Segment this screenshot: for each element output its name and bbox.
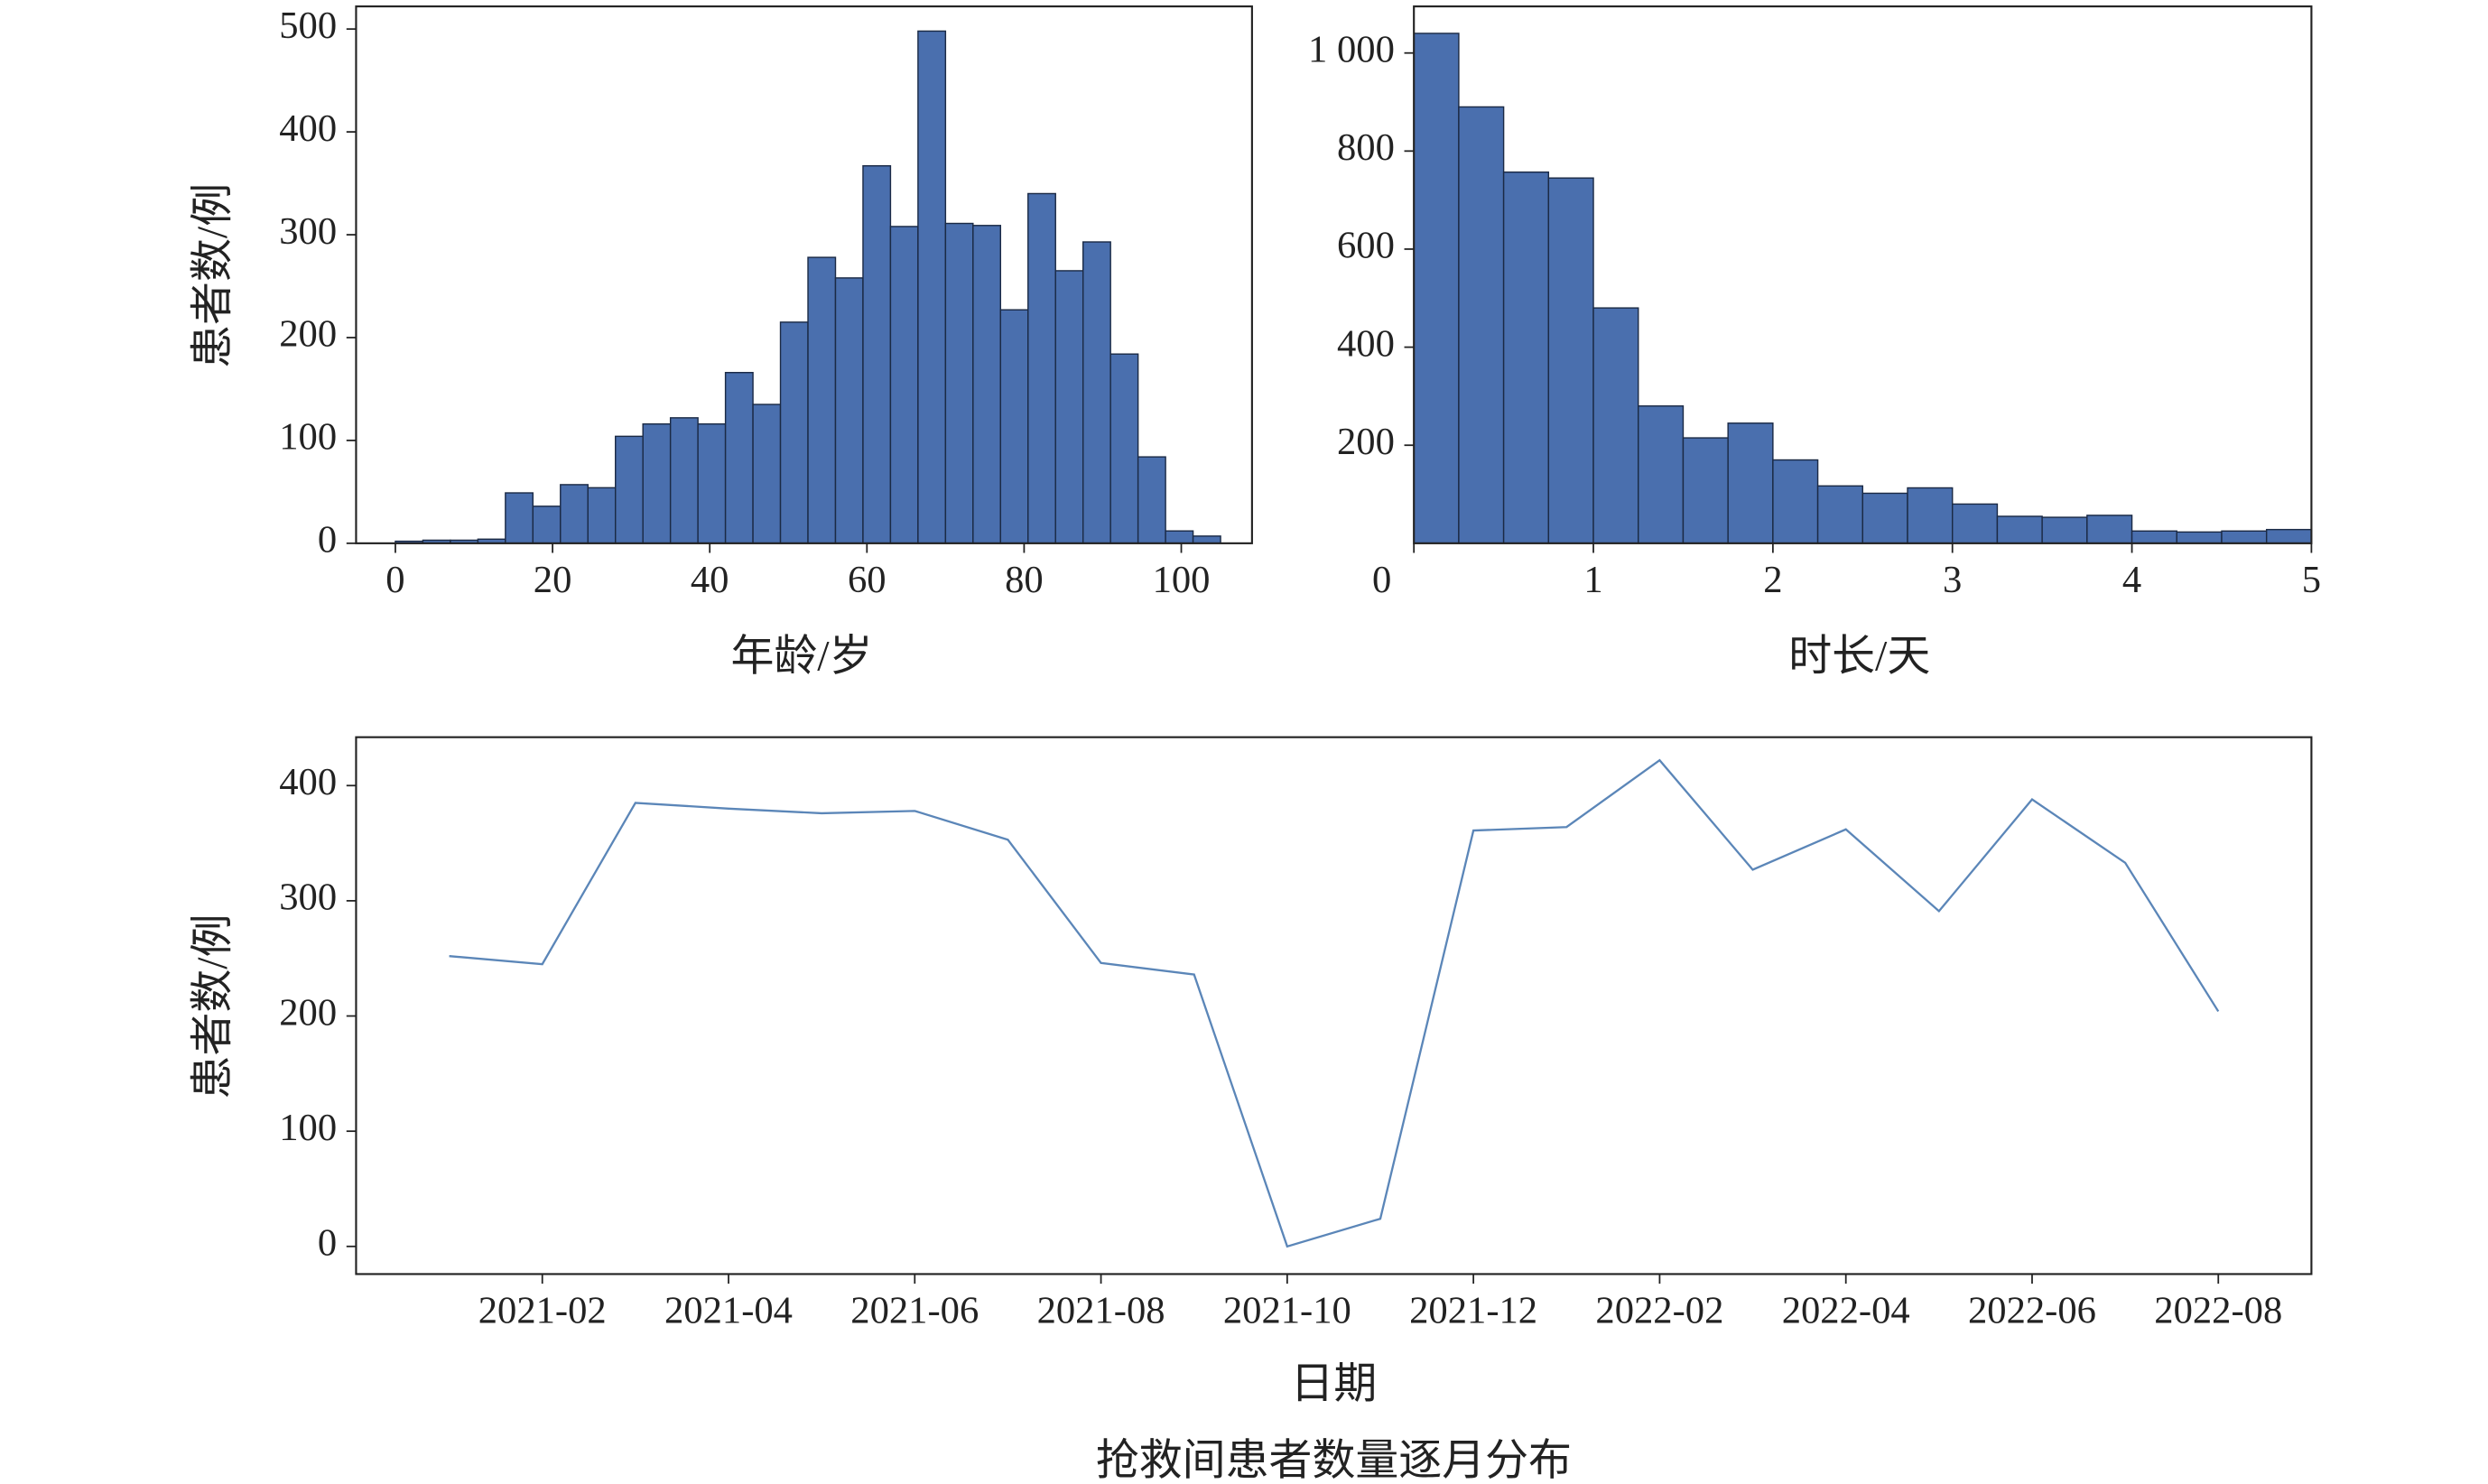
bar (560, 484, 589, 544)
bar (1413, 32, 1460, 544)
bar (697, 422, 727, 544)
plot-frame (355, 736, 2313, 1275)
x-tick-label: 0 (1372, 559, 1391, 601)
x-tick-label: 2021-04 (664, 1290, 793, 1332)
x-tick-label: 2021-08 (1037, 1290, 1165, 1332)
plot-frame (355, 5, 1253, 544)
y-tick-label: 800 (1337, 126, 1395, 169)
x-tick-label: 80 (1005, 559, 1044, 601)
bar (1996, 515, 2043, 544)
bar (2041, 516, 2088, 544)
bar (862, 164, 892, 544)
x-tick-label: 2022-04 (1782, 1290, 1910, 1332)
y-tick-label: 400 (1337, 322, 1395, 365)
x-tick-label: 1 (1583, 559, 1602, 601)
x-tick-label: 2021-12 (1409, 1290, 1537, 1332)
bar (642, 422, 672, 544)
bar (1027, 192, 1056, 544)
x-tick-label: 2021-10 (1223, 1290, 1351, 1332)
bar (505, 492, 534, 544)
bar (1592, 307, 1639, 544)
y-tick-label: 100 (279, 1107, 337, 1149)
x-tick-label: 60 (848, 559, 887, 601)
bar (1165, 530, 1194, 544)
bar (532, 505, 562, 544)
bar (2176, 531, 2223, 544)
y-tick-label: 1 000 (1308, 28, 1395, 70)
bar (615, 435, 644, 544)
y-tick-label: 0 (318, 519, 337, 561)
bar (1458, 106, 1505, 544)
bar (1727, 422, 1774, 544)
bar (1137, 456, 1166, 544)
bar (724, 372, 754, 544)
bar (999, 309, 1029, 544)
bar (1109, 353, 1139, 544)
y-tick-label: 200 (1337, 421, 1395, 463)
bar (889, 226, 919, 544)
x-axis-label: 时长/天 (1788, 632, 1930, 680)
bar (2086, 515, 2133, 544)
bar (779, 321, 809, 544)
y-tick-label: 100 (279, 416, 337, 459)
y-tick-label: 0 (318, 1222, 337, 1265)
bar (1861, 492, 1908, 544)
bar (944, 222, 974, 544)
bar (752, 403, 782, 544)
bar (1816, 485, 1864, 544)
x-tick-label: 5 (2302, 559, 2321, 601)
x-tick-label: 2022-08 (2154, 1290, 2282, 1332)
bar (807, 256, 837, 544)
bar (1054, 270, 1084, 544)
bar (1907, 487, 1954, 544)
bar (2265, 528, 2313, 544)
y-tick-label: 400 (279, 761, 337, 803)
x-tick-label: 100 (1153, 559, 1211, 601)
bar (1547, 177, 1594, 544)
plot-frame (1413, 5, 2313, 544)
x-tick-label: 2021-02 (478, 1290, 607, 1332)
y-tick-label: 400 (279, 107, 337, 150)
bar (917, 30, 947, 544)
x-tick-label: 2022-06 (1968, 1290, 2096, 1332)
line-series (449, 758, 2220, 1248)
bar (1082, 241, 1111, 544)
y-tick-label: 300 (279, 876, 337, 919)
x-axis-label: 年龄/岁 (730, 632, 872, 680)
caption: 抢救间患者数量逐月分布 (1096, 1437, 1572, 1484)
bar (1192, 535, 1221, 544)
x-tick-label: 3 (1943, 559, 1962, 601)
bar (2131, 530, 2177, 544)
bar (1772, 459, 1819, 544)
bar (2221, 530, 2268, 544)
y-tick-label: 300 (279, 210, 337, 253)
x-tick-label: 20 (534, 559, 572, 601)
y-tick-label: 500 (279, 5, 337, 47)
bar (669, 417, 699, 544)
x-tick-label: 2022-02 (1595, 1290, 1723, 1332)
x-tick-label: 4 (2122, 559, 2141, 601)
y-axis-label: 患者数/例 (189, 914, 237, 1099)
bar (1502, 171, 1550, 544)
bar (972, 225, 1002, 544)
x-tick-label: 2 (1763, 559, 1782, 601)
y-tick-label: 600 (1337, 225, 1395, 267)
bar (587, 487, 617, 544)
y-tick-label: 200 (279, 991, 337, 1034)
bar (1682, 437, 1729, 544)
bar (1638, 405, 1685, 544)
x-tick-label: 2021-06 (850, 1290, 979, 1332)
bar (834, 277, 864, 544)
bar (1952, 503, 1999, 544)
x-tick-label: 0 (385, 559, 404, 601)
x-tick-label: 40 (691, 559, 729, 601)
y-tick-label: 200 (279, 313, 337, 356)
x-axis-label: 日期 (1290, 1359, 1377, 1407)
y-axis-label: 患者数/例 (189, 183, 237, 368)
